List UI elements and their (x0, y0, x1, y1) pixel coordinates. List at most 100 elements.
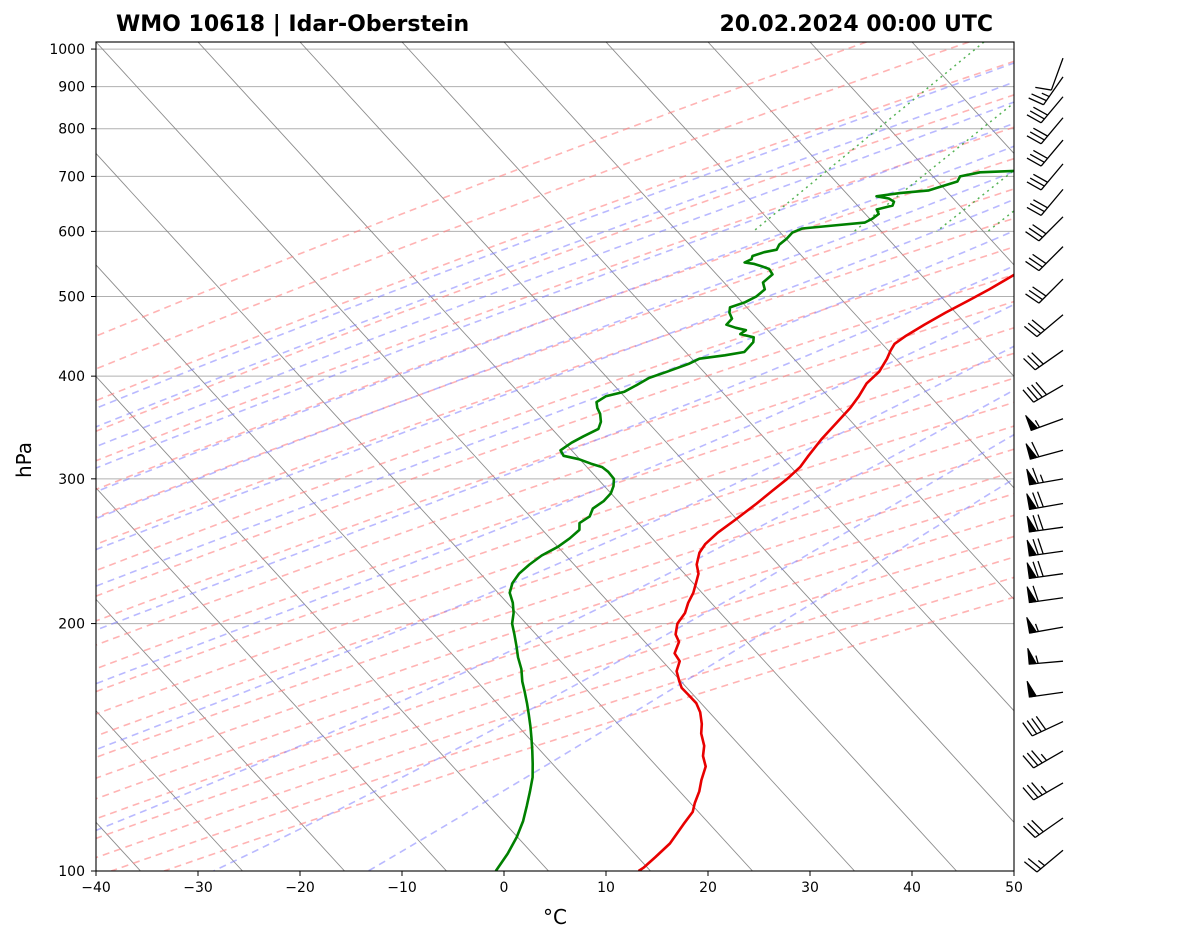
wind-barb-full (1028, 227, 1043, 238)
dry-adiabat-line (96, 514, 1014, 820)
wind-barb (1022, 782, 1064, 801)
isotherm-line (401, 42, 1014, 712)
wind-barb-full (1032, 224, 1047, 235)
wind-barb-full (1031, 718, 1042, 733)
wind-barb-full (1031, 319, 1046, 331)
wind-barb-full (1031, 93, 1047, 102)
wind-barb-full (1032, 253, 1047, 265)
wind-barb-staff (1031, 720, 1064, 737)
wind-barb-full (1037, 538, 1044, 555)
wind-barb-full (1026, 114, 1042, 124)
wind-barb-full (1023, 861, 1038, 873)
isotherm-line (96, 152, 753, 871)
wind-barb-full (1032, 538, 1039, 555)
isotherm-line (605, 42, 1014, 489)
wind-barb-staff (1034, 817, 1064, 839)
wind-barb (1023, 349, 1064, 371)
wind-barb-half (1039, 474, 1044, 483)
y-tick-label: 600 (58, 224, 85, 240)
y-axis-label: hPa (12, 442, 36, 478)
x-tick-label: 40 (903, 880, 921, 896)
wind-barb-full (1031, 352, 1044, 365)
wind-barb-full (1032, 515, 1039, 531)
wind-barb-full (1028, 289, 1043, 301)
isotherm-line (96, 264, 651, 871)
wind-barb-half (1041, 92, 1050, 98)
dry-adiabat-line (96, 188, 1014, 519)
y-axis: 1000 900 800 700 600 500 400 300 200 100 (49, 42, 96, 880)
wind-barb-full (1026, 206, 1042, 216)
wind-barb-full (1031, 750, 1043, 764)
y-tick-label: 300 (58, 472, 85, 488)
wind-barb-full (1026, 784, 1039, 798)
isotherm-line (96, 42, 855, 871)
wind-barb-flag (1026, 617, 1038, 634)
wind-barb (1022, 750, 1064, 769)
wind-barb-full (1025, 260, 1040, 272)
wind-barb-full (1028, 257, 1043, 268)
x-tick-label: −40 (81, 880, 111, 896)
x-tick-label: 10 (597, 880, 615, 896)
y-tick-label: 800 (58, 122, 85, 138)
wind-barb-full (1033, 173, 1048, 183)
wind-barb (1026, 96, 1064, 124)
moist-adiabat-line (213, 433, 1014, 871)
dewpoint-profile (494, 169, 1014, 871)
wind-barb-half (1040, 753, 1048, 761)
wind-barb-staff (1038, 278, 1064, 304)
wind-barb-full (1027, 355, 1040, 368)
wind-barb-flag (1026, 562, 1038, 579)
wind-barb-staff (1036, 849, 1064, 873)
wind-barb (1026, 467, 1064, 486)
wind-barb (1026, 139, 1064, 167)
wind-barb-full (1026, 135, 1042, 145)
wind-barb-staff (1038, 246, 1064, 272)
y-tick-label: 900 (58, 80, 85, 96)
wind-barb-full (1025, 231, 1040, 242)
wind-barb-full (1027, 858, 1042, 870)
y-tick-label: 200 (58, 617, 85, 633)
wind-barb-full (1037, 560, 1044, 577)
moist-adiabat-line (96, 198, 1014, 551)
wind-barb-full (1033, 127, 1048, 137)
wind-barb (1026, 617, 1064, 634)
wind-barb-full (1037, 514, 1044, 531)
wind-barb-full (1022, 755, 1035, 769)
wind-barb (1025, 441, 1064, 460)
wind-barb-full (1022, 722, 1033, 737)
dry-adiabat-line (96, 326, 1014, 646)
wind-barb-full (1031, 782, 1043, 796)
dry-adiabat-line (96, 492, 1014, 800)
wind-barb-staff (1033, 750, 1064, 769)
wind-barb-full (1023, 325, 1038, 338)
dry-adiabat-line (96, 157, 1014, 491)
chart-title-right: 20.02.2024 00:00 UTC (719, 12, 993, 37)
wind-barb-half (1034, 419, 1041, 428)
wind-barb-half (1040, 785, 1048, 793)
wind-barb-flag (1026, 515, 1038, 533)
dry-adiabat-line (96, 60, 1014, 402)
wind-barb-full (1023, 825, 1036, 838)
wind-barb-flag (1026, 539, 1038, 557)
y-tick-label: 500 (58, 289, 85, 305)
reference-lines (96, 42, 1014, 871)
wind-barb-full (1031, 441, 1040, 458)
wind-barb-full (1028, 97, 1044, 106)
y-tick-label: 100 (58, 864, 85, 880)
wind-barb (1026, 117, 1064, 145)
plot-frame (95, 41, 1015, 872)
wind-barb-staff (1038, 216, 1064, 242)
x-tick-label: 20 (699, 880, 717, 896)
moist-adiabat-line (96, 170, 1014, 520)
dry-adiabat-line (96, 94, 1014, 433)
wind-barb-full (1032, 561, 1039, 578)
wind-barb-flag (1025, 414, 1039, 432)
wind-barb (1026, 560, 1064, 580)
wind-barb-staff (1040, 188, 1064, 216)
wind-barb-flag (1026, 493, 1038, 510)
moist-adiabat-line (367, 477, 1014, 871)
wind-barb-full (1026, 181, 1042, 191)
wind-barb-staff (1033, 384, 1064, 403)
wind-barb-full (1025, 293, 1040, 304)
wind-barb-staff (1040, 117, 1064, 145)
